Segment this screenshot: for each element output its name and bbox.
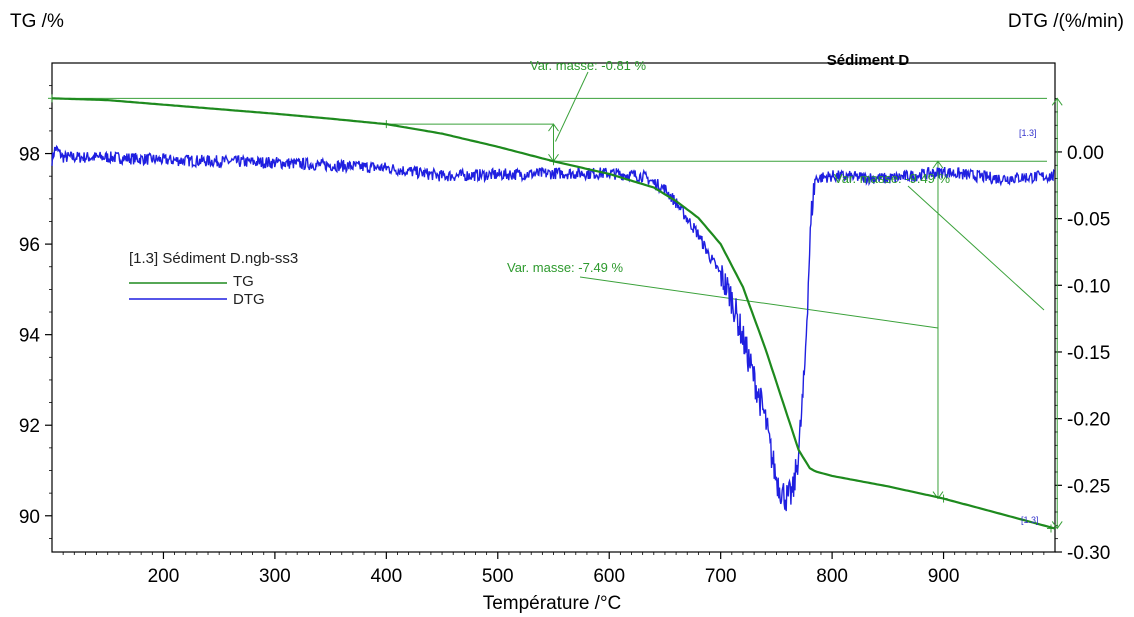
right-tick-label: -0.20 [1067, 410, 1110, 431]
x-axis-title: Température /°C [483, 593, 622, 614]
right-tick-label: -0.10 [1067, 276, 1110, 297]
left-tick-label: 98 [19, 145, 40, 166]
x-axis-ticks: 200 300 400 500 600 700 800 900 [63, 552, 1044, 587]
x-tick-label: 300 [259, 566, 291, 587]
dtg-series-line [52, 147, 1054, 512]
legend: [1.3] Sédiment D.ngb-ss3 TG DTG [129, 250, 298, 308]
legend-dtg-label: DTG [233, 291, 265, 308]
right-tick-label: 0.00 [1067, 143, 1104, 164]
left-tick-label: 96 [19, 235, 40, 256]
annotation-leader-3 [908, 186, 1044, 310]
x-tick-label: 600 [593, 566, 625, 587]
x-tick-label: 900 [928, 566, 960, 587]
annotation-leader-1 [556, 72, 589, 142]
mass-change-annotations [48, 72, 1062, 532]
legend-header: [1.3] Sédiment D.ngb-ss3 [129, 250, 298, 267]
right-tick-label: -0.30 [1067, 543, 1110, 564]
dtg-run-tag: [1.3] [1019, 128, 1037, 138]
chart-title: Sédiment D [827, 52, 910, 69]
right-y-axis-ticks: 0.00 -0.05 -0.10 -0.15 -0.20 -0.25 -0.30 [1055, 99, 1110, 564]
x-tick-label: 500 [482, 566, 514, 587]
annotation-label-2: Var. masse: -7.49 % [507, 260, 624, 275]
annotation-leader-2 [580, 277, 938, 328]
legend-tg-label: TG [233, 273, 254, 290]
tg-run-tag: [1.3] [1021, 515, 1039, 525]
right-tick-label: -0.05 [1067, 210, 1110, 231]
annotation-label-1: Var. masse: -0.81 % [530, 58, 647, 73]
left-axis-title: TG /% [10, 11, 64, 32]
x-tick-label: 200 [148, 566, 180, 587]
x-tick-label: 400 [370, 566, 402, 587]
left-tick-label: 90 [19, 507, 40, 528]
left-tick-label: 92 [19, 416, 40, 437]
left-tick-label: 94 [19, 326, 41, 347]
left-y-axis-ticks: 90 92 94 96 98 [19, 86, 52, 539]
annotation-label-3: Var. masse: -9.49 % [834, 171, 951, 186]
x-tick-label: 700 [705, 566, 737, 587]
right-axis-title: DTG /(%/min) [1008, 11, 1124, 32]
x-tick-label: 800 [816, 566, 848, 587]
right-tick-label: -0.25 [1067, 476, 1110, 497]
right-tick-label: -0.15 [1067, 343, 1110, 364]
